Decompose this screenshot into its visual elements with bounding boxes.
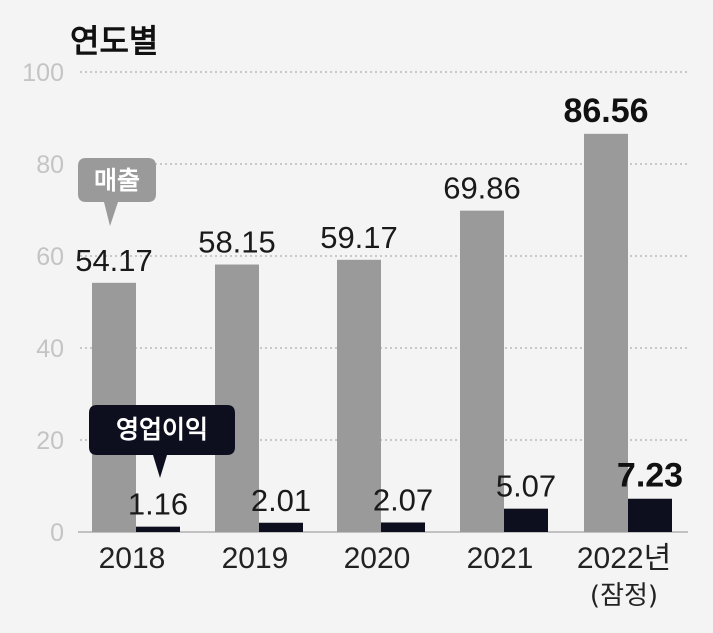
y-tick-label: 80 (36, 151, 64, 179)
sales-value-label: 54.17 (75, 243, 153, 278)
sales-value-label: 69.86 (443, 171, 521, 206)
y-tick-label: 0 (50, 519, 64, 547)
y-tick-label: 60 (36, 243, 64, 271)
x-tick-label: 2018 (99, 542, 166, 575)
y-axis: 0 20 40 60 80 100 (22, 59, 64, 547)
sales-bar (337, 259, 381, 532)
sales-callout: 매출 (78, 158, 156, 226)
x-axis: 2018 2019 2020 2021 2022년 (잠정) (99, 542, 672, 611)
x-tick-label: 2022년 (577, 542, 671, 575)
sales-bar (460, 210, 504, 533)
callout-bubble (89, 405, 235, 478)
operating-profit-value-label: 5.07 (496, 469, 556, 504)
operating-profit-value-label: 1.16 (128, 487, 188, 522)
x-tick-label: 2021 (467, 542, 534, 575)
bars: 54.17 58.15 59.17 69.86 86.56 1.16 2.01 2.07 5.0… (75, 92, 683, 533)
sales-value-label: 86.56 (563, 92, 648, 130)
callout-bubble (78, 158, 156, 226)
x-tick-label: 2020 (344, 542, 411, 575)
operating-profit-bar (259, 522, 303, 532)
sales-value-label: 58.15 (198, 225, 276, 260)
operating-profit-callout: 영업이익 (89, 405, 235, 478)
x-tick-sublabel: (잠정) (590, 581, 658, 611)
operating-profit-bar (381, 522, 425, 532)
sales-bar (215, 264, 259, 532)
operating-profit-callout-label: 영업이익 (116, 415, 208, 444)
chart-title: 연도별 (70, 22, 158, 60)
operating-profit-bar (628, 498, 672, 532)
y-tick-label: 40 (36, 335, 64, 363)
y-tick-label: 100 (22, 59, 64, 87)
operating-profit-bar (504, 508, 548, 532)
y-tick-label: 20 (36, 427, 64, 455)
operating-profit-value-label: 7.23 (617, 457, 683, 495)
operating-profit-value-label: 2.01 (251, 483, 311, 518)
x-tick-label: 2019 (222, 542, 289, 575)
sales-value-label: 59.17 (320, 220, 398, 255)
sales-bar (584, 133, 628, 532)
sales-callout-label: 매출 (94, 166, 140, 195)
operating-profit-bar (136, 526, 180, 532)
operating-profit-value-label: 2.07 (373, 482, 433, 517)
